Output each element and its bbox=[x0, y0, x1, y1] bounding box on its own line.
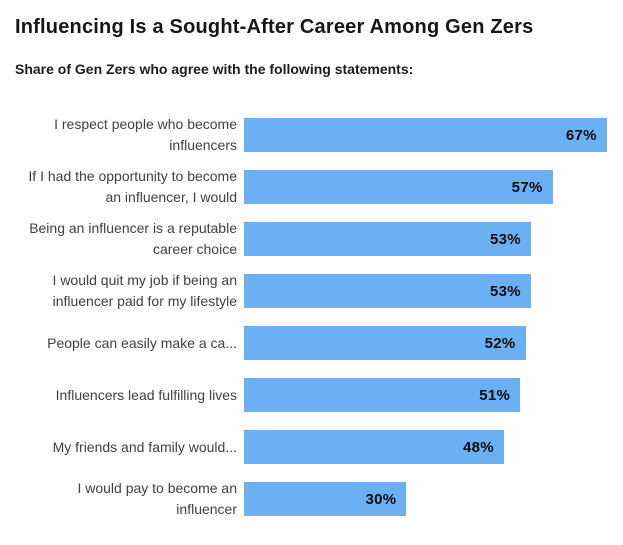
chart-subtitle: Share of Gen Zers who agree with the fol… bbox=[15, 61, 414, 77]
bar-track: 51% bbox=[244, 378, 623, 412]
chart-row: My friends and family would... 48% bbox=[0, 430, 623, 464]
value-label: 57% bbox=[511, 178, 543, 196]
category-label: If I had the opportunity to become an in… bbox=[28, 168, 237, 205]
chart-row: Influencers lead fulfilling lives 51% bbox=[0, 378, 623, 412]
value-label: 48% bbox=[462, 438, 494, 456]
chart-title: Influencing Is a Sought-After Career Amo… bbox=[15, 16, 534, 38]
category-label: People can easily make a ca... bbox=[47, 334, 237, 351]
chart-row: I would pay to become an influencer 30% bbox=[0, 480, 623, 517]
category-label: My friends and family would... bbox=[52, 438, 237, 455]
bar: 53% bbox=[244, 222, 531, 256]
category-label: Influencers lead fulfilling lives bbox=[55, 386, 237, 403]
category-label: I respect people who become influencers bbox=[54, 116, 237, 153]
value-label: 67% bbox=[565, 126, 597, 144]
chart-row: Being an influencer is a reputable caree… bbox=[0, 220, 623, 257]
bar-track: 53% bbox=[244, 274, 623, 308]
bar-track: 48% bbox=[244, 430, 623, 464]
bar: 48% bbox=[244, 430, 504, 464]
bar: 52% bbox=[244, 326, 526, 360]
value-label: 51% bbox=[479, 386, 511, 404]
bar-track: 67% bbox=[244, 118, 623, 152]
category-label: I would quit my job if being an influenc… bbox=[52, 272, 237, 309]
chart-row: People can easily make a ca... 52% bbox=[0, 326, 623, 360]
chart-row: I would quit my job if being an influenc… bbox=[0, 272, 623, 309]
value-label: 30% bbox=[365, 490, 397, 508]
bar: 67% bbox=[244, 118, 607, 152]
chart-row: If I had the opportunity to become an in… bbox=[0, 168, 623, 205]
bar-track: 30% bbox=[244, 482, 623, 516]
category-label: I would pay to become an influencer bbox=[77, 480, 237, 517]
bar: 51% bbox=[244, 378, 521, 412]
bar: 30% bbox=[244, 482, 407, 516]
bar-chart-area: I respect people who become influencers … bbox=[0, 116, 623, 517]
category-label: Being an influencer is a reputable caree… bbox=[29, 220, 237, 257]
value-label: 53% bbox=[490, 230, 521, 248]
value-label: 52% bbox=[484, 334, 516, 352]
bar: 57% bbox=[244, 170, 553, 204]
bar-track: 52% bbox=[244, 326, 623, 360]
bar-track: 53% bbox=[244, 222, 623, 256]
chart-row: I respect people who become influencers … bbox=[0, 116, 623, 153]
value-label: 53% bbox=[490, 282, 521, 300]
bar: 53% bbox=[244, 274, 531, 308]
bar-track: 57% bbox=[244, 170, 623, 204]
